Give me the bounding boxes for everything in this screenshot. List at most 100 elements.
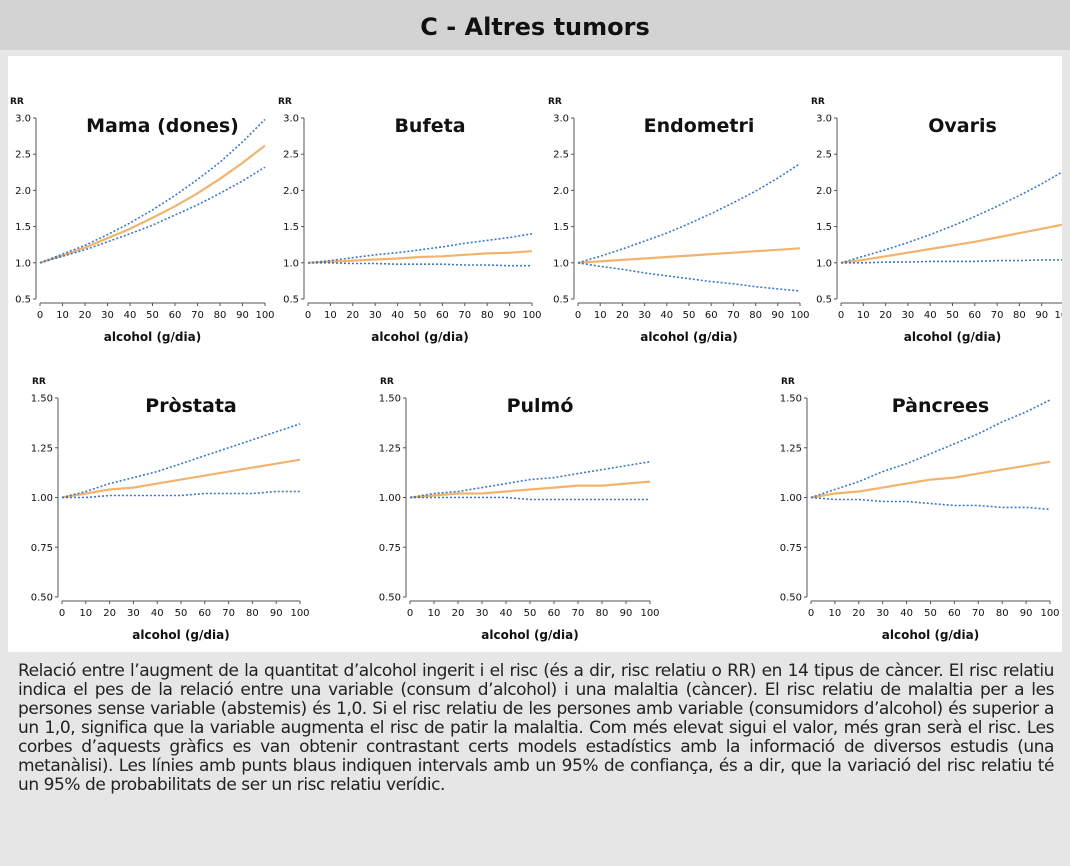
x-tick-label: 70 <box>991 310 1004 321</box>
x-tick-label: 10 <box>56 310 69 321</box>
x-tick-label: 30 <box>127 608 140 619</box>
y-tick-label: 1.25 <box>780 443 802 454</box>
caption: Relació entre l’augment de la quantitat … <box>18 661 1054 795</box>
x-tick-label: 20 <box>346 310 359 321</box>
x-tick-label: 10 <box>857 310 870 321</box>
chart-title: Pàncrees <box>892 395 989 417</box>
series-line <box>307 233 533 264</box>
x-tick-label: 40 <box>500 608 513 619</box>
x-tick-label: 100 <box>255 310 274 321</box>
y-tick-label: 1.5 <box>553 222 569 233</box>
x-tick-label: 40 <box>900 608 913 619</box>
y-axis-label: RR <box>811 97 825 107</box>
y-axis-label: RR <box>380 377 394 387</box>
series-line <box>840 223 1062 264</box>
x-tick-label: 60 <box>548 608 561 619</box>
y-tick-label: 1.5 <box>15 222 31 233</box>
y-tick-label: 1.25 <box>379 443 401 454</box>
x-tick-label: 100 <box>1040 608 1059 619</box>
y-tick-label: 3.0 <box>553 114 569 125</box>
y-tick-label: 0.50 <box>379 593 401 604</box>
x-tick-label: 60 <box>436 310 449 321</box>
panel-background <box>8 56 1062 652</box>
x-tick-label: 20 <box>79 310 92 321</box>
y-tick-label: 3.0 <box>15 114 31 125</box>
y-tick-label: 0.75 <box>780 543 802 554</box>
y-tick-label: 1.0 <box>553 258 569 269</box>
x-tick-label: 30 <box>101 310 114 321</box>
series-line <box>39 166 266 264</box>
chart-title: Mama (dones) <box>86 115 239 137</box>
y-tick-label: 1.00 <box>31 493 53 504</box>
x-tick-label: 70 <box>458 310 471 321</box>
x-tick-label: 50 <box>414 310 427 321</box>
y-tick-label: 2.0 <box>283 186 299 197</box>
series-line <box>409 460 651 499</box>
x-tick-label: 80 <box>1013 310 1026 321</box>
x-tick-label: 40 <box>124 310 137 321</box>
x-tick-label: 0 <box>59 608 65 619</box>
y-tick-label: 1.5 <box>816 222 832 233</box>
chart-title: Pulmó <box>507 395 574 417</box>
x-tick-label: 90 <box>771 310 784 321</box>
series-line <box>810 399 1051 499</box>
y-tick-label: 3.0 <box>816 114 832 125</box>
y-axis-label: RR <box>278 97 292 107</box>
x-tick-label: 30 <box>638 310 651 321</box>
series-line <box>308 262 532 267</box>
series-line <box>307 250 533 264</box>
x-axis-label: alcohol (g/dia) <box>640 330 737 344</box>
y-tick-label: 0.5 <box>553 295 569 306</box>
y-tick-label: 1.50 <box>31 394 53 405</box>
x-tick-label: 10 <box>324 310 337 321</box>
x-tick-label: 0 <box>407 608 413 619</box>
series-line <box>841 259 1062 264</box>
x-tick-label: 40 <box>391 310 404 321</box>
y-tick-label: 2.5 <box>283 150 299 161</box>
chart-title: Endometri <box>644 115 755 137</box>
header-title: C - Altres tumors <box>0 0 1070 50</box>
y-tick-label: 1.50 <box>379 394 401 405</box>
x-tick-label: 90 <box>503 310 516 321</box>
series-line <box>61 423 301 499</box>
x-tick-label: 0 <box>575 310 581 321</box>
x-tick-label: 40 <box>151 608 164 619</box>
x-tick-label: 10 <box>594 310 607 321</box>
x-tick-label: 90 <box>236 310 249 321</box>
x-tick-label: 80 <box>996 608 1009 619</box>
x-tick-label: 100 <box>640 608 659 619</box>
x-tick-label: 90 <box>270 608 283 619</box>
series-line <box>577 262 801 292</box>
x-tick-label: 30 <box>876 608 889 619</box>
y-tick-label: 0.75 <box>31 543 53 554</box>
y-tick-label: 1.5 <box>283 222 299 233</box>
x-tick-label: 80 <box>749 310 762 321</box>
y-tick-label: 3.0 <box>283 114 299 125</box>
x-axis-label: alcohol (g/dia) <box>132 628 229 642</box>
series-line <box>61 458 301 499</box>
chart-title: Bufeta <box>394 115 465 137</box>
y-axis-label: RR <box>781 377 795 387</box>
y-tick-label: 1.00 <box>379 493 401 504</box>
x-axis-label: alcohol (g/dia) <box>371 330 468 344</box>
x-tick-label: 40 <box>660 310 673 321</box>
x-tick-label: 70 <box>572 608 585 619</box>
x-tick-label: 10 <box>428 608 441 619</box>
x-tick-label: 90 <box>620 608 633 619</box>
x-tick-label: 10 <box>829 608 842 619</box>
y-tick-label: 1.0 <box>816 258 832 269</box>
x-tick-label: 20 <box>103 608 116 619</box>
series-line <box>39 144 266 264</box>
y-tick-label: 2.0 <box>15 186 31 197</box>
x-tick-label: 50 <box>524 608 537 619</box>
x-tick-label: 60 <box>948 608 961 619</box>
x-tick-label: 30 <box>902 310 915 321</box>
y-tick-label: 2.5 <box>816 150 832 161</box>
x-tick-label: 30 <box>369 310 382 321</box>
x-axis-label: alcohol (g/dia) <box>481 628 578 642</box>
y-tick-label: 1.50 <box>780 394 802 405</box>
y-tick-label: 1.0 <box>15 258 31 269</box>
x-axis-label: alcohol (g/dia) <box>104 330 201 344</box>
x-tick-label: 50 <box>146 310 159 321</box>
